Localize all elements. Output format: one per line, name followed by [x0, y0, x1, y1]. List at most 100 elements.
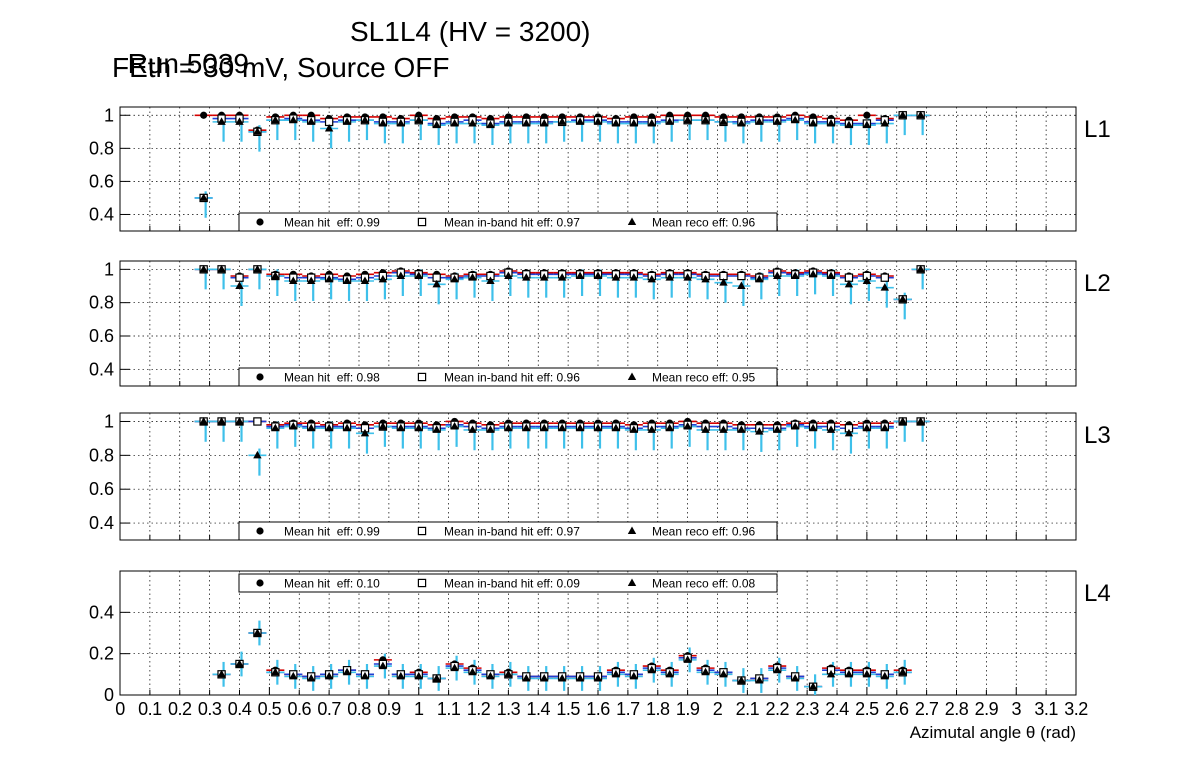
title-run-line: Run 5039 SL1L4 (HV = 3200)	[112, 16, 591, 80]
x-tick-label: 1.2	[467, 699, 491, 719]
reco-point	[611, 273, 621, 281]
reco-point	[271, 115, 280, 124]
inband-point	[253, 417, 262, 426]
reco-point	[360, 115, 370, 124]
reco-point	[378, 661, 388, 670]
x-tick-label: 0.8	[347, 699, 371, 719]
reco-point	[683, 115, 692, 124]
x-tick-label: 0.1	[138, 699, 162, 719]
reco-point	[324, 671, 334, 680]
reco-point	[755, 117, 764, 125]
reco-point	[289, 671, 298, 680]
x-tick-label: 2.4	[825, 699, 849, 719]
reco-point	[647, 274, 656, 283]
x-tick-label: 3	[1011, 699, 1021, 719]
panel-L2: 0.4 0.6 0.8 1 L2 Mean hit eff: 0.98 Mean in-ba…	[89, 259, 1111, 387]
reco-point	[504, 119, 513, 127]
reco-point	[324, 423, 334, 432]
reco-point	[324, 123, 334, 132]
reco-point	[378, 422, 388, 430]
reco-point	[916, 264, 925, 273]
reco-point	[629, 273, 639, 281]
x-tick-label: 2.1	[736, 699, 760, 719]
reco-point	[271, 423, 280, 432]
reco-point	[342, 117, 352, 125]
legend-inband-marker	[417, 578, 427, 588]
reco-point	[701, 667, 710, 676]
y-tick-label: 0.8	[89, 445, 114, 465]
reco-point	[360, 276, 370, 284]
x-tick-label: 1.7	[616, 699, 640, 719]
panel-label-L2: L2	[1084, 270, 1111, 297]
reco-point	[719, 278, 728, 286]
legend-hit-marker	[256, 218, 264, 226]
reco-point	[862, 423, 872, 432]
y-tick-label: 1	[104, 105, 114, 125]
plot-frame	[119, 570, 1077, 696]
reco-point	[611, 423, 621, 432]
reco-point	[701, 274, 710, 283]
x-tick-label: 3.2	[1064, 699, 1088, 719]
legend-entry: Mean reco eff: 0.95	[652, 371, 756, 385]
reco-point	[665, 117, 674, 125]
legend-entry: Mean in-band hit eff: 0.97	[444, 525, 580, 539]
x-tick-label: 0.2	[168, 699, 192, 719]
reco-point	[790, 422, 800, 430]
reco-point	[342, 423, 352, 432]
y-tick-label: 0.8	[89, 293, 114, 313]
reco-point	[755, 676, 764, 684]
reco-point	[217, 416, 226, 425]
x-tick-label: 2.6	[885, 699, 909, 719]
reco-point	[575, 423, 585, 432]
reco-point	[665, 273, 674, 281]
reco-point	[593, 117, 603, 125]
reco-point	[880, 119, 889, 127]
y-tick-label: 0.4	[89, 359, 114, 379]
reco-point	[432, 425, 441, 433]
x-tick-label: 2.8	[945, 699, 969, 719]
reco-point	[773, 665, 782, 674]
legend-box	[238, 521, 778, 541]
reco-point	[593, 423, 603, 432]
y-tick-label: 1	[104, 259, 114, 279]
reco-point	[844, 120, 854, 129]
reco-point	[575, 117, 585, 125]
reco-point	[755, 274, 764, 283]
reco-point	[826, 669, 836, 678]
reco-point	[396, 423, 406, 432]
reco-point	[360, 671, 370, 680]
reco-point	[898, 416, 907, 425]
legend-entry: Mean in-band hit eff: 0.97	[444, 216, 580, 230]
x-tick-label: 1.8	[646, 699, 670, 719]
inband-point	[737, 271, 746, 281]
reco-point	[862, 120, 872, 129]
y-tick-label: 0.2	[89, 644, 114, 664]
reco-point	[611, 669, 621, 678]
legend-inband-marker	[417, 526, 427, 536]
x-tick-label: 1.5	[556, 699, 580, 719]
reco-point	[307, 276, 316, 284]
reco-point	[629, 425, 639, 433]
reco-point	[360, 428, 370, 437]
y-tick-label: 0	[104, 685, 114, 705]
reco-point	[593, 673, 603, 682]
reco-point	[880, 283, 889, 291]
reco-point	[575, 673, 585, 682]
reco-point	[719, 117, 728, 125]
y-tick-label: 0.4	[89, 513, 114, 533]
legend-entry: Mean hit eff: 0.99	[284, 525, 380, 539]
y-tick-label: 0.8	[89, 138, 114, 158]
reco-point	[844, 428, 854, 437]
reco-point	[289, 422, 298, 430]
reco-point	[468, 119, 477, 127]
reco-point	[593, 271, 603, 279]
reco-point	[826, 119, 836, 127]
reco-point	[880, 423, 889, 432]
reco-point	[557, 673, 567, 682]
reco-point	[271, 271, 280, 279]
reco-point	[253, 264, 262, 273]
reco-point	[575, 271, 585, 279]
reco-point	[737, 119, 746, 127]
reco-point	[790, 271, 800, 279]
